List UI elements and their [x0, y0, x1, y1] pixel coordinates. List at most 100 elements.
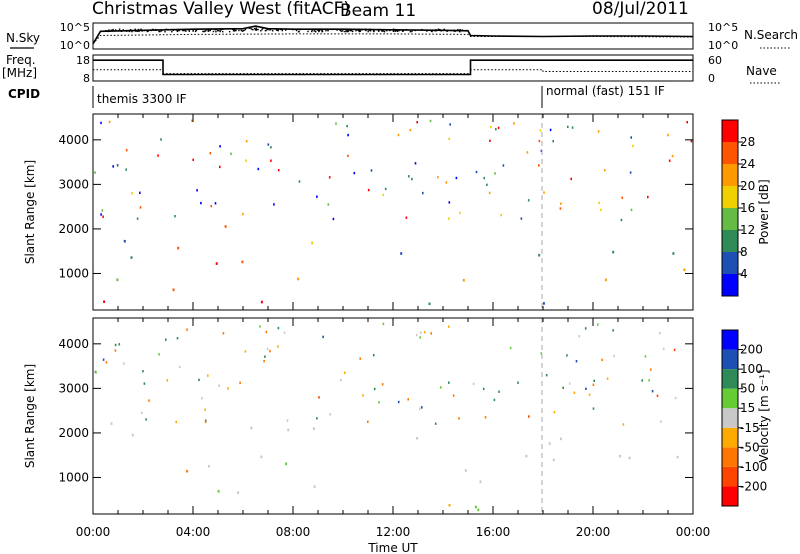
colorbar-tick-label: 4 [740, 267, 748, 281]
noise-sample [383, 31, 386, 33]
sparse-cell [622, 423, 625, 426]
noise-sample [242, 30, 244, 32]
noise-sample [112, 28, 114, 31]
noise-sample [205, 30, 207, 32]
noise-sample [118, 30, 120, 32]
freq-left-unit: [MHz] [2, 66, 37, 80]
noise-sample [216, 28, 218, 31]
noise-sample [147, 30, 149, 33]
sparse-cell [108, 120, 111, 124]
x-tick-label: 04:00 [176, 525, 211, 539]
range-cell [628, 456, 631, 460]
noise-sample [254, 27, 256, 30]
noise-sample [217, 30, 219, 32]
range-cell [297, 277, 300, 281]
sparse-cell [277, 326, 280, 330]
range-cell [538, 253, 541, 257]
noise-sample [255, 27, 258, 30]
sparse-cell [105, 361, 108, 364]
noise-left-label: N.Sky [6, 31, 40, 45]
noise-sample [454, 29, 456, 32]
noise-sample [459, 29, 461, 31]
colorbar-segment [722, 230, 738, 252]
sparse-cell [647, 195, 649, 199]
sparse-cell [269, 349, 271, 353]
noise-sample [281, 29, 283, 32]
sparse-cell [490, 125, 492, 129]
noise-sample [381, 30, 383, 32]
noise-sample [185, 30, 187, 32]
noise-sample [392, 28, 395, 30]
sparse-cell [566, 354, 568, 357]
sparse-cell [222, 332, 225, 335]
noise-sample [313, 30, 315, 32]
sparse-cell [430, 332, 432, 335]
velocity-colorbar: 200 100 50 15 -15 -50 -100 -200 [721, 329, 767, 507]
y-tick-label: 4000 [58, 337, 89, 351]
noise-sample [349, 29, 352, 32]
freq-left-label: Freq. [6, 53, 36, 67]
sparse-cell [575, 360, 578, 363]
noise-sample [297, 31, 300, 33]
noise-sample [457, 29, 459, 31]
range-cell [525, 454, 528, 458]
noise-sample [240, 29, 242, 32]
sparse-cell [630, 208, 633, 212]
noise-sample [109, 30, 111, 32]
noise-sample [342, 30, 344, 32]
colorbar-segment [722, 252, 738, 274]
x-tick-label: 20:00 [576, 525, 611, 539]
noise-sample [134, 30, 137, 32]
noise-sample [146, 30, 148, 33]
noise-sample [435, 30, 437, 32]
sparse-cell [283, 331, 286, 334]
range-cell [612, 250, 615, 254]
velocity-panel-frame [92, 317, 694, 515]
sparse-cell [158, 353, 160, 356]
noise-sample [208, 28, 210, 31]
cpid-label: CPID [8, 87, 40, 101]
sparse-cell [209, 152, 212, 155]
range-cell [172, 288, 175, 292]
noise-sample [255, 29, 257, 31]
sparse-cell [411, 177, 413, 181]
range-cell [400, 252, 403, 255]
noise-sample [264, 29, 267, 32]
range-cell [215, 262, 218, 265]
noise-sample [369, 28, 371, 30]
sparse-cell [378, 401, 380, 404]
noise-sample [389, 29, 391, 32]
sparse-cell [486, 183, 488, 186]
noise-sample [390, 29, 392, 31]
noise-sample [184, 29, 186, 32]
noise-sample [333, 28, 336, 30]
noise-sample [401, 30, 404, 32]
y-tick-label: 2000 [58, 222, 89, 236]
y-tick-label: 1000 [58, 266, 89, 280]
sparse-cell [373, 387, 376, 391]
noise-sample [192, 30, 194, 32]
sparse-cell [571, 126, 574, 129]
noise-sample [194, 30, 197, 33]
sparse-cell [409, 128, 412, 132]
noise-right-tick-top: 10^5 [708, 21, 738, 34]
noise-sample [272, 30, 274, 32]
sparse-cell [94, 171, 96, 174]
noise-sample [134, 28, 136, 30]
noise-sample [379, 28, 381, 31]
noise-sample [361, 28, 363, 31]
cpid-segment-1: themis 3300 IF [97, 92, 187, 106]
sparse-cell [136, 217, 139, 220]
sparse-cell [448, 201, 451, 204]
sparse-cell [632, 144, 634, 148]
noise-sample [356, 29, 359, 31]
sparse-cell [482, 387, 485, 391]
noise-sample [392, 30, 395, 32]
noise-sample [454, 30, 456, 33]
sparse-cell [434, 422, 437, 425]
sparse-cell [568, 382, 571, 385]
sparse-cell [230, 152, 232, 155]
noise-sample [421, 28, 423, 31]
sparse-cell [227, 387, 229, 390]
noise-sample [248, 27, 251, 29]
